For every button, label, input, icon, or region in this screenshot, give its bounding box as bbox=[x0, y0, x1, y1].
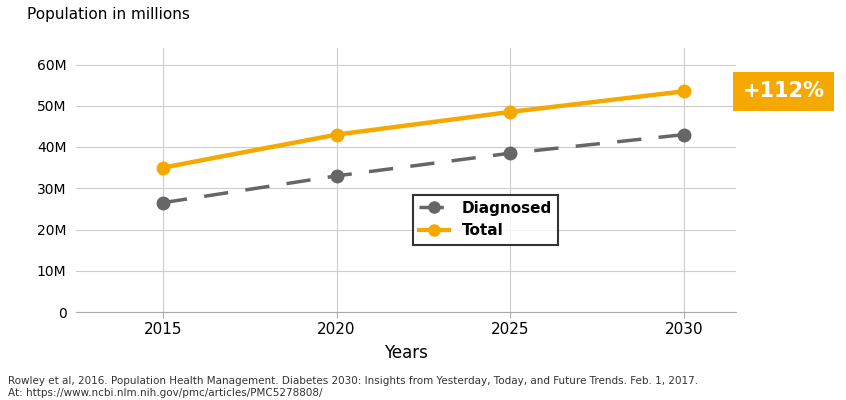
Text: Population in millions: Population in millions bbox=[26, 6, 190, 22]
Text: Rowley et al, 2016. Population Health Management. Diabetes 2030: Insights from Y: Rowley et al, 2016. Population Health Ma… bbox=[8, 376, 699, 398]
Legend: Diagnosed, Total: Diagnosed, Total bbox=[413, 195, 558, 244]
Text: +112%: +112% bbox=[743, 81, 825, 101]
X-axis label: Years: Years bbox=[384, 344, 428, 362]
